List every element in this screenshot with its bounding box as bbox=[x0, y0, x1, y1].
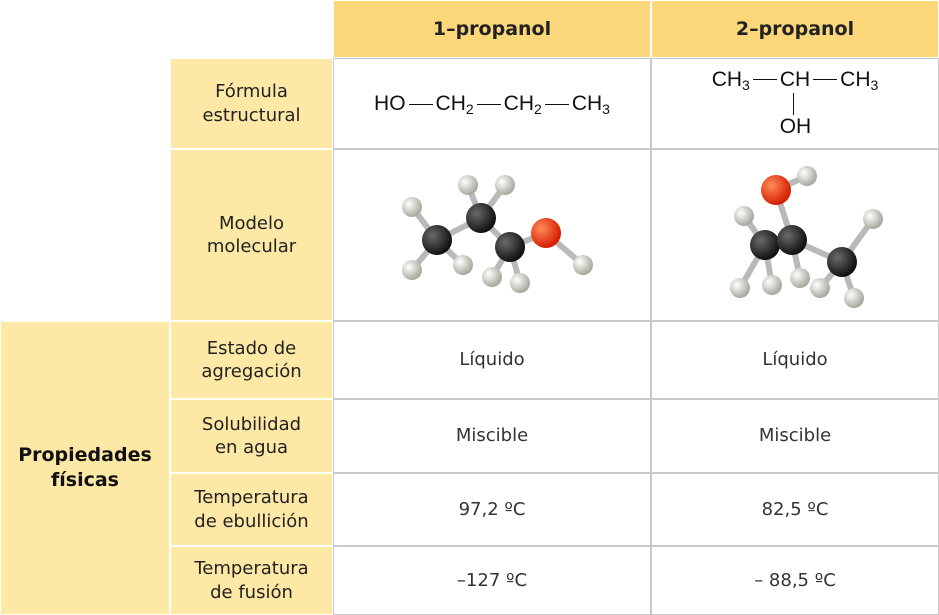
formula-base: CH bbox=[571, 91, 603, 115]
formula-base: CH bbox=[840, 67, 871, 91]
formula-group: HO bbox=[374, 92, 406, 115]
row-label: Fórmula estructural bbox=[170, 58, 333, 149]
model-cell bbox=[333, 149, 651, 321]
formula-base: CH bbox=[503, 91, 535, 115]
data-cell: Miscible bbox=[333, 399, 651, 473]
formula-base: OH bbox=[779, 114, 812, 138]
formula-base: CH bbox=[711, 67, 743, 91]
formula-subscript: 3 bbox=[742, 76, 750, 93]
formula-group: OH bbox=[780, 115, 812, 138]
formula-cell: HO CH2 CH2 CH3 bbox=[333, 58, 651, 149]
formula-subscript: 2 bbox=[465, 100, 474, 117]
data-cell: Líquido bbox=[333, 321, 651, 399]
header-cell: 2–propanol bbox=[651, 0, 939, 58]
formula-group: CH2 bbox=[503, 91, 542, 117]
formula-cell: CH3 CH CH3 OH bbox=[651, 58, 939, 149]
formula-base: CH bbox=[435, 91, 466, 115]
data-cell: –127 ºC bbox=[333, 546, 651, 615]
group-label: Propiedades físicas bbox=[0, 321, 170, 615]
formula-group: CH2 bbox=[435, 91, 474, 117]
data-cell: Líquido bbox=[651, 321, 939, 399]
formula-branch: OH bbox=[780, 113, 812, 140]
data-cell: – 88,5 ºC bbox=[651, 546, 939, 615]
formula: HO CH2 CH2 CH3 bbox=[374, 90, 610, 117]
formula-group: CH3 bbox=[711, 67, 750, 93]
bond bbox=[544, 103, 569, 105]
formula-subscript: 2 bbox=[534, 100, 542, 117]
formula: CH3 CH CH3 OH bbox=[712, 66, 879, 138]
bond bbox=[476, 103, 501, 105]
data-cell: 82,5 ºC bbox=[651, 473, 939, 546]
row-label: Estado de agregación bbox=[170, 321, 333, 399]
bond bbox=[813, 79, 838, 81]
header-cell: 1–propanol bbox=[333, 0, 651, 58]
formula-group: CH bbox=[780, 68, 810, 91]
data-cell: Miscible bbox=[651, 399, 939, 473]
formula-base: CH bbox=[779, 67, 811, 91]
formula-group: CH3 bbox=[571, 91, 610, 117]
row-label: Temperatura de fusión bbox=[170, 546, 333, 615]
formula-subscript: 3 bbox=[602, 100, 610, 117]
bond bbox=[752, 79, 777, 81]
formula-base: HO bbox=[374, 91, 406, 115]
row-label: Temperatura de ebullición bbox=[170, 473, 333, 546]
bond bbox=[792, 92, 794, 115]
formula-subscript: 3 bbox=[870, 76, 879, 93]
formula-chain: CH3 CH CH3 bbox=[712, 66, 879, 93]
data-cell: 97,2 ºC bbox=[333, 473, 651, 546]
row-label: Solubilidad en agua bbox=[170, 399, 333, 473]
model-cell bbox=[651, 149, 939, 321]
formula-group: CH3 bbox=[840, 67, 879, 93]
bond bbox=[408, 103, 433, 105]
row-label: Modelo molecular bbox=[170, 149, 333, 321]
